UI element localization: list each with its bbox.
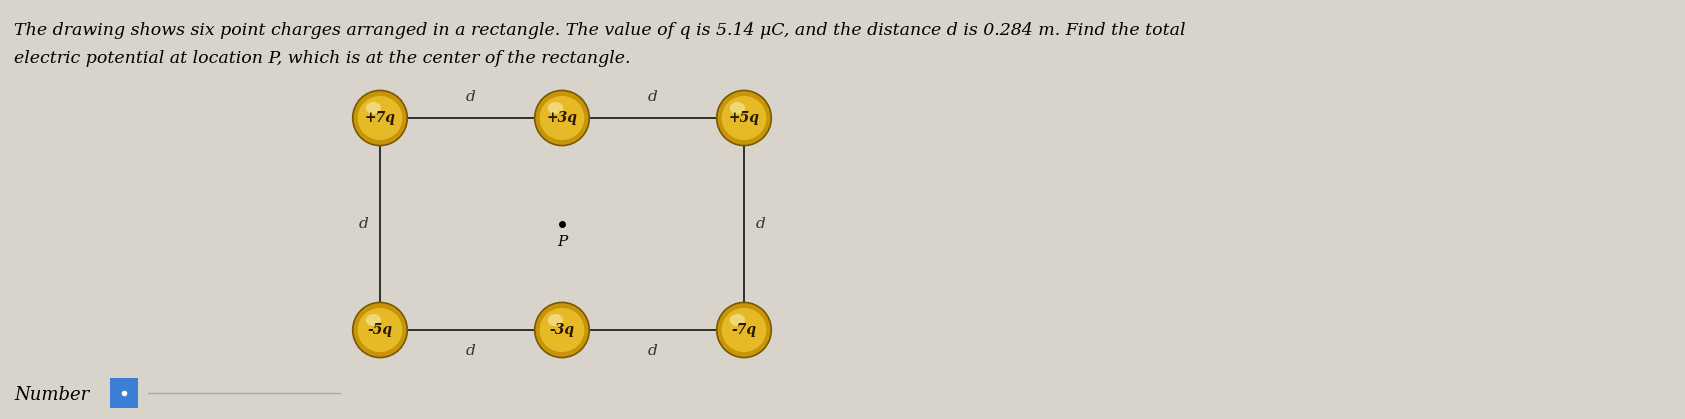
- Ellipse shape: [716, 303, 772, 357]
- Ellipse shape: [548, 314, 563, 326]
- Ellipse shape: [366, 102, 381, 114]
- Text: -5q: -5q: [367, 323, 393, 337]
- Text: d: d: [649, 344, 657, 358]
- Text: The drawing shows six point charges arranged in a rectangle. The value of q is 5: The drawing shows six point charges arra…: [13, 22, 1186, 39]
- Text: -7q: -7q: [731, 323, 757, 337]
- Ellipse shape: [730, 314, 745, 326]
- Ellipse shape: [357, 308, 403, 352]
- Text: -3q: -3q: [549, 323, 575, 337]
- Ellipse shape: [352, 91, 408, 145]
- Text: Number: Number: [13, 386, 89, 404]
- Text: electric potential at location P, which is at the center of the rectangle.: electric potential at location P, which …: [13, 50, 630, 67]
- Ellipse shape: [716, 91, 772, 145]
- Ellipse shape: [721, 308, 767, 352]
- Ellipse shape: [534, 303, 590, 357]
- Text: +5q: +5q: [728, 111, 760, 125]
- Ellipse shape: [548, 102, 563, 114]
- Text: d: d: [359, 217, 367, 231]
- Ellipse shape: [357, 96, 403, 140]
- Text: +7q: +7q: [364, 111, 396, 125]
- Ellipse shape: [539, 308, 585, 352]
- FancyBboxPatch shape: [110, 378, 138, 408]
- Ellipse shape: [534, 91, 590, 145]
- Ellipse shape: [352, 303, 408, 357]
- Text: +3q: +3q: [546, 111, 578, 125]
- Ellipse shape: [721, 96, 767, 140]
- Ellipse shape: [539, 96, 585, 140]
- Text: P: P: [556, 235, 568, 249]
- Text: d: d: [467, 90, 475, 104]
- Ellipse shape: [366, 314, 381, 326]
- Text: d: d: [757, 217, 765, 231]
- Ellipse shape: [730, 102, 745, 114]
- Text: d: d: [467, 344, 475, 358]
- Text: d: d: [649, 90, 657, 104]
